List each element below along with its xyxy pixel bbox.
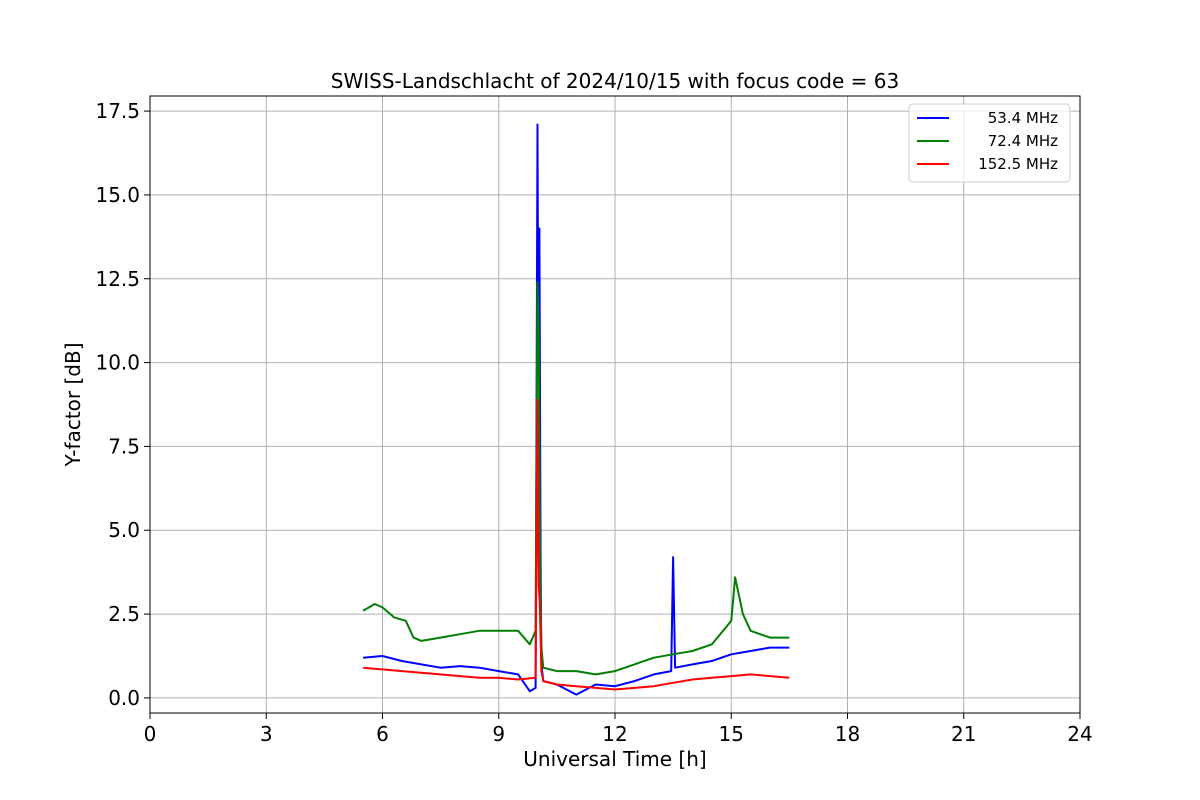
legend-box [908,103,1071,183]
y-tick-label: 10.0 [95,351,140,375]
legend: 53.4 MHz 72.4 MHz 152.5 MHz [908,103,1071,183]
y-axis-label: Y-factor [dB] [61,342,85,467]
x-tick-label: 9 [492,722,505,746]
x-tick-label: 18 [835,722,860,746]
x-tick-label: 0 [144,722,157,746]
x-tick-label: 3 [260,722,273,746]
legend-label: 152.5 MHz [978,155,1058,173]
legend-label: 72.4 MHz [988,132,1058,150]
x-axis-label: Universal Time [h] [523,747,706,771]
y-tick-label: 7.5 [108,434,140,458]
y-tick-label: 15.0 [95,183,140,207]
x-tick-label: 12 [602,722,627,746]
legend-label: 53.4 MHz [988,109,1058,127]
y-axis-ticks: 0.0 2.5 5.0 7.5 10.0 12.5 15.0 17.5 [95,99,150,710]
x-tick-label: 15 [719,722,744,746]
chart-title: SWISS-Landschlacht of 2024/10/15 with fo… [331,69,899,93]
y-tick-label: 2.5 [108,602,140,626]
x-tick-label: 24 [1067,722,1092,746]
series-line-152-5-mhz [363,398,790,691]
y-tick-label: 12.5 [95,267,140,291]
x-tick-label: 21 [951,722,976,746]
series-lines [362,123,790,696]
y-tick-label: 5.0 [108,518,140,542]
y-tick-label: 17.5 [95,99,140,123]
x-tick-label: 6 [376,722,389,746]
x-axis-ticks: 0 3 6 9 12 15 18 21 24 [144,713,1093,746]
y-tick-label: 0.0 [108,686,140,710]
